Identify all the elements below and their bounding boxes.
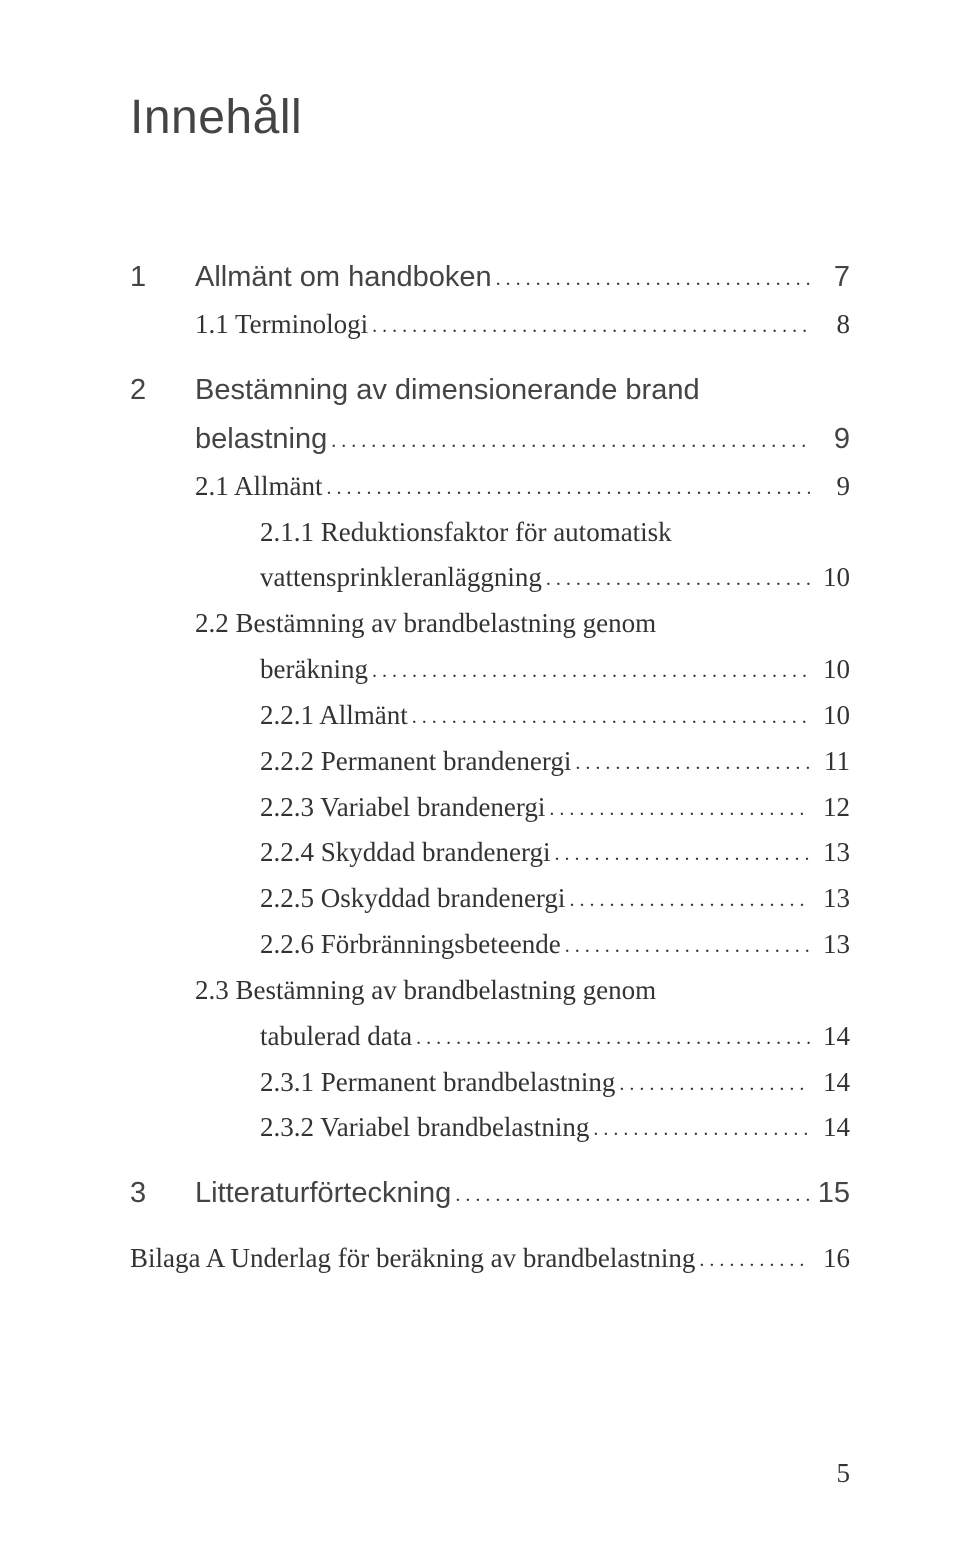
subsubsection-label-line2: vattensprinkleranläggning: [260, 557, 542, 599]
leader-dots: [327, 426, 810, 457]
chapter-page: 9: [810, 417, 850, 462]
toc-subsubsection: 2.1.1 Reduktionsfaktor för automatisk: [130, 512, 850, 554]
leader-dots: [368, 656, 810, 687]
toc-subsubsection: 2.2.4 Skyddad brandenergi 13: [130, 832, 850, 874]
chapter-number: 2: [130, 368, 195, 413]
leader-dots: [545, 794, 810, 825]
leader-dots: [323, 473, 811, 504]
subsubsection-label: 2.2.5 Oskyddad brandenergi: [260, 878, 565, 920]
subsection-page: 10: [810, 649, 850, 691]
subsubsection-page: 13: [810, 924, 850, 966]
toc-chapter-continuation: belastning 9: [130, 417, 850, 462]
toc-title: Innehåll: [130, 90, 850, 145]
leader-dots: [550, 839, 810, 870]
chapter-label: Allmänt om handboken: [195, 255, 492, 300]
toc-subsection-continuation: beräkning 10: [130, 649, 850, 691]
subsection-label: 1.1 Terminologi: [195, 304, 368, 346]
subsubsection-label: 2.2.3 Variabel brandenergi: [260, 787, 545, 829]
leader-dots: [561, 931, 810, 962]
subsubsection-label: 2.2.6 Förbränningsbeteende: [260, 924, 561, 966]
subsection-page: 8: [810, 304, 850, 346]
leader-dots: [368, 311, 810, 342]
subsection-page: 14: [810, 1016, 850, 1058]
toc-subsection: 2.3 Bestämning av brandbelastning genom: [130, 970, 850, 1012]
leader-dots: [565, 885, 810, 916]
toc-subsubsection: 2.2.2 Permanent brandenergi 11: [130, 741, 850, 783]
subsubsection-label: 2.2.1 Allmänt: [260, 695, 408, 737]
subsubsection-page: 14: [810, 1062, 850, 1104]
chapter-page: 15: [810, 1171, 850, 1216]
toc-subsubsection: 2.3.1 Permanent brandbelastning 14: [130, 1062, 850, 1104]
subsection-label-line2: tabulerad data: [260, 1016, 412, 1058]
toc-subsubsection: 2.3.2 Variabel brandbelastning 14: [130, 1107, 850, 1149]
toc-subsubsection-continuation: vattensprinkleranläggning 10: [130, 557, 850, 599]
leader-dots: [412, 1023, 810, 1054]
leader-dots: [492, 264, 810, 295]
toc-subsection: 2.1 Allmänt 9: [130, 466, 850, 508]
leader-dots: [695, 1245, 810, 1276]
toc-subsubsection: 2.2.5 Oskyddad brandenergi 13: [130, 878, 850, 920]
toc-subsubsection: 2.2.1 Allmänt 10: [130, 695, 850, 737]
chapter-number: 1: [130, 255, 195, 300]
toc-appendix: Bilaga A Underlag för beräkning av brand…: [130, 1238, 850, 1280]
toc-chapter: 1Allmänt om handboken 7: [130, 255, 850, 300]
leader-dots: [589, 1114, 810, 1145]
footer-page-number: 5: [837, 1458, 851, 1489]
toc-chapter: 2Bestämning av dimensionerande brand: [130, 368, 850, 413]
subsection-label-line1: 2.3 Bestämning av brandbelastning genom: [195, 970, 656, 1012]
toc-subsection: 1.1 Terminologi 8: [130, 304, 850, 346]
leader-dots: [451, 1180, 810, 1211]
appendix-label: Bilaga A Underlag för beräkning av brand…: [130, 1238, 695, 1280]
subsubsection-page: 12: [810, 787, 850, 829]
subsubsection-page: 10: [810, 557, 850, 599]
subsubsection-label: 2.3.1 Permanent brandbelastning: [260, 1062, 615, 1104]
subsubsection-label: 2.2.4 Skyddad brandenergi: [260, 832, 550, 874]
subsubsection-label: 2.3.2 Variabel brandbelastning: [260, 1107, 589, 1149]
toc-subsection-continuation: tabulerad data 14: [130, 1016, 850, 1058]
leader-dots: [615, 1069, 810, 1100]
leader-dots: [408, 702, 810, 733]
leader-dots: [542, 564, 810, 595]
chapter-page: 7: [810, 255, 850, 300]
subsection-label-line1: 2.2 Bestämning av brandbelastning genom: [195, 603, 656, 645]
chapter-label: Litteraturförteckning: [195, 1171, 451, 1216]
subsubsection-page: 13: [810, 878, 850, 920]
chapter-label-line1: Bestämning av dimensionerande brand: [195, 368, 700, 413]
toc-subsection: 2.2 Bestämning av brandbelastning genom: [130, 603, 850, 645]
subsubsection-page: 10: [810, 695, 850, 737]
subsubsection-label: 2.2.2 Permanent brandenergi: [260, 741, 571, 783]
subsection-label-line2: beräkning: [260, 649, 368, 691]
chapter-number: 3: [130, 1171, 195, 1216]
leader-dots: [571, 748, 810, 779]
toc-subsubsection: 2.2.3 Variabel brandenergi 12: [130, 787, 850, 829]
appendix-page: 16: [810, 1238, 850, 1280]
subsection-label: 2.1 Allmänt: [195, 466, 323, 508]
chapter-label-line2: belastning: [195, 417, 327, 462]
subsection-page: 9: [810, 466, 850, 508]
table-of-contents: 1Allmänt om handboken71.1 Terminologi82B…: [130, 255, 850, 1280]
subsubsection-page: 13: [810, 832, 850, 874]
subsubsection-label-line1: 2.1.1 Reduktionsfaktor för automatisk: [260, 512, 672, 554]
toc-chapter: 3Litteraturförteckning 15: [130, 1171, 850, 1216]
subsubsection-page: 14: [810, 1107, 850, 1149]
subsubsection-page: 11: [810, 741, 850, 783]
toc-subsubsection: 2.2.6 Förbränningsbeteende 13: [130, 924, 850, 966]
